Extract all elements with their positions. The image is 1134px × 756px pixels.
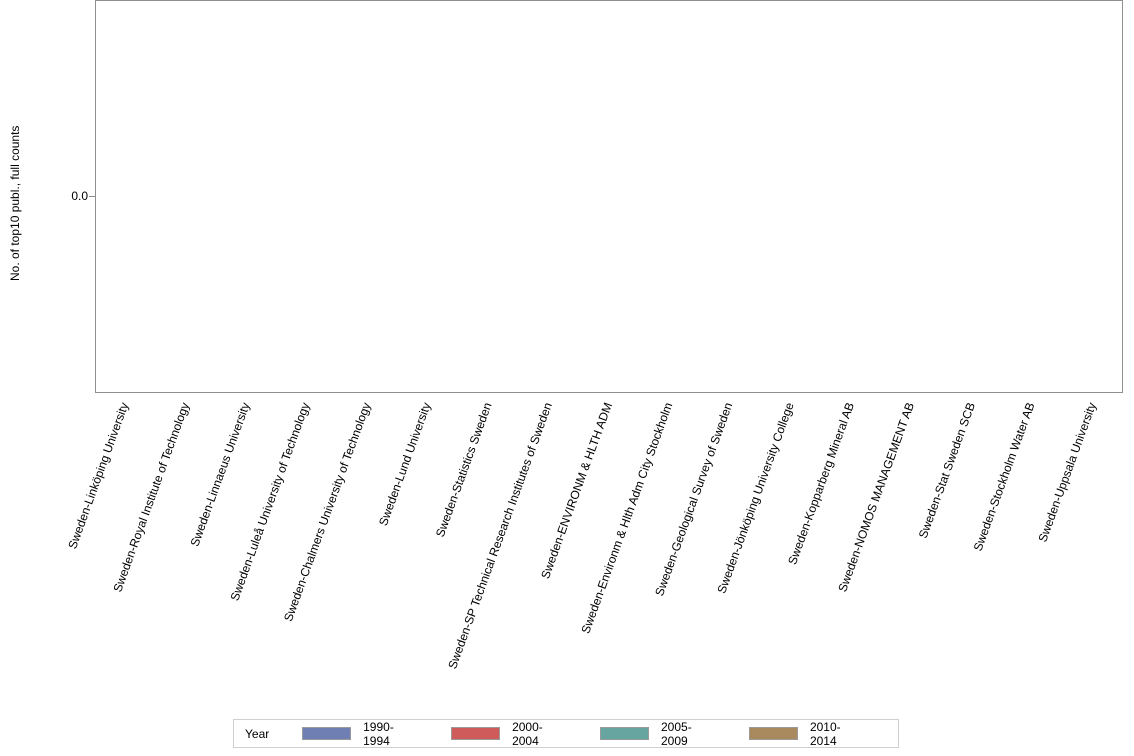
x-tick-label: Sweden-ENVIRONM & HLTH ADM (537, 400, 615, 581)
x-tick-label: Sweden-SP Technical Research Institutes … (445, 400, 556, 671)
x-tick-label: Sweden-Linköping University (65, 400, 132, 551)
legend-swatch-icon (600, 727, 649, 740)
legend-swatch-icon (302, 727, 352, 740)
legend-label: 2005-2009 (661, 719, 692, 748)
x-tick-label: Sweden-Statistics Sweden (432, 400, 495, 539)
legend-title: Year (245, 726, 270, 741)
legend-label: 2010-2014 (809, 719, 841, 748)
legend-label: 1990-1994 (363, 719, 394, 748)
x-tick-label: Sweden-Uppsala University (1035, 400, 1099, 544)
legend-swatch-icon (749, 727, 798, 740)
x-tick-label: Sweden-Kopparberg Mineral AB (785, 400, 858, 567)
legend-item: 1990-1994 (302, 720, 419, 748)
x-tick-label: Sweden-Linnaeus University (187, 400, 253, 549)
legend-label: 2000-2004 (512, 719, 543, 748)
y-tick-label: 0.0 (71, 189, 88, 203)
plot-area (95, 0, 1123, 393)
y-tick-mark (89, 196, 95, 197)
legend-item: 2010-2014 (749, 720, 866, 748)
x-tick-label: Sweden-Stat Sweden SCB (915, 400, 978, 541)
legend-swatch-icon (451, 727, 501, 740)
legend-item: 2005-2009 (600, 720, 717, 748)
y-axis-title-text: No. of top10 publ., full counts (8, 125, 22, 281)
x-tick-label: Sweden-Lund University (376, 400, 434, 528)
legend: Year 1990-1994 2000-2004 2005-2009 2010-201… (233, 719, 899, 748)
x-tick-label: Sweden-Stockholm Water AB (971, 400, 1038, 553)
legend-item: 2000-2004 (451, 720, 568, 748)
